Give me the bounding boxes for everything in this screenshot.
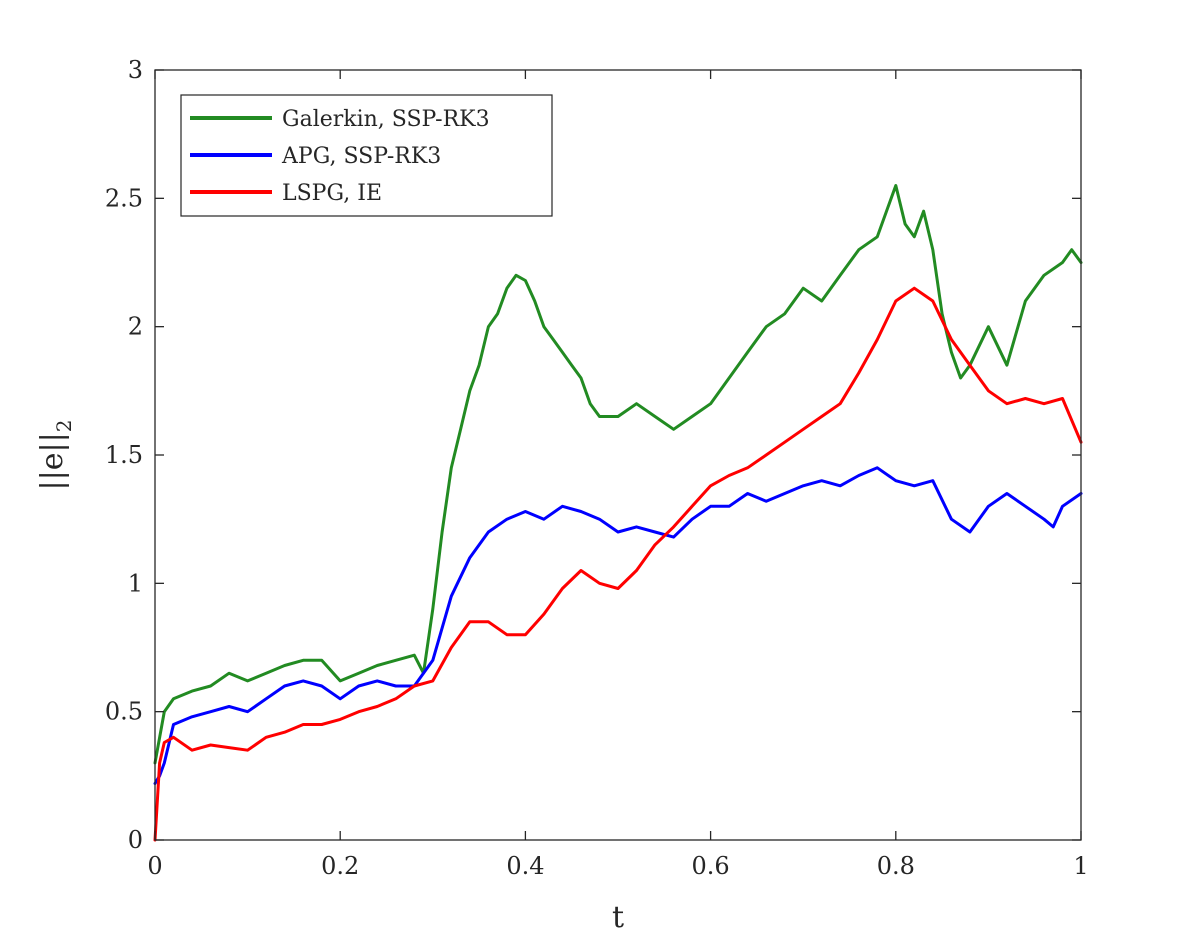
y-axis-label: ||e||2: [35, 420, 76, 491]
legend: Galerkin, SSP-RK3 APG, SSP-RK3 LSPG, IE: [180, 94, 553, 217]
x-tick-label: 0.8: [877, 852, 915, 880]
series-layer: [153, 184, 1083, 842]
y-axis-label-main: ||e||: [35, 432, 70, 490]
y-tick-label: 2.5: [105, 184, 143, 212]
y-axis-label-subscript: 2: [52, 420, 76, 433]
x-tick-label: 0.4: [506, 852, 544, 880]
y-tick-label: 2: [128, 313, 143, 341]
tick-layer: 0 0.2 0.4 0.6 0.8 1 0 0.5 1 1.5 2 2.5 3: [105, 56, 1089, 880]
y-tick-label: 0: [128, 826, 143, 854]
y-tick-label: 0.5: [105, 698, 143, 726]
series-line-2: [153, 286, 1083, 842]
x-axis-label: t: [612, 900, 624, 935]
legend-label-0: Galerkin, SSP-RK3: [282, 107, 490, 132]
series-line-1: [153, 466, 1083, 785]
legend-label-2: LSPG, IE: [282, 181, 382, 206]
y-tick-label: 1.5: [105, 441, 143, 469]
y-tick-label: 1: [128, 569, 143, 597]
legend-label-1: APG, SSP-RK3: [281, 144, 441, 169]
series-line-0: [153, 184, 1083, 765]
x-tick-label: 1: [1073, 852, 1088, 880]
x-tick-label: 0.6: [692, 852, 730, 880]
y-tick-label: 3: [128, 56, 143, 84]
x-tick-label: 0: [147, 852, 162, 880]
x-tick-label: 0.2: [321, 852, 359, 880]
